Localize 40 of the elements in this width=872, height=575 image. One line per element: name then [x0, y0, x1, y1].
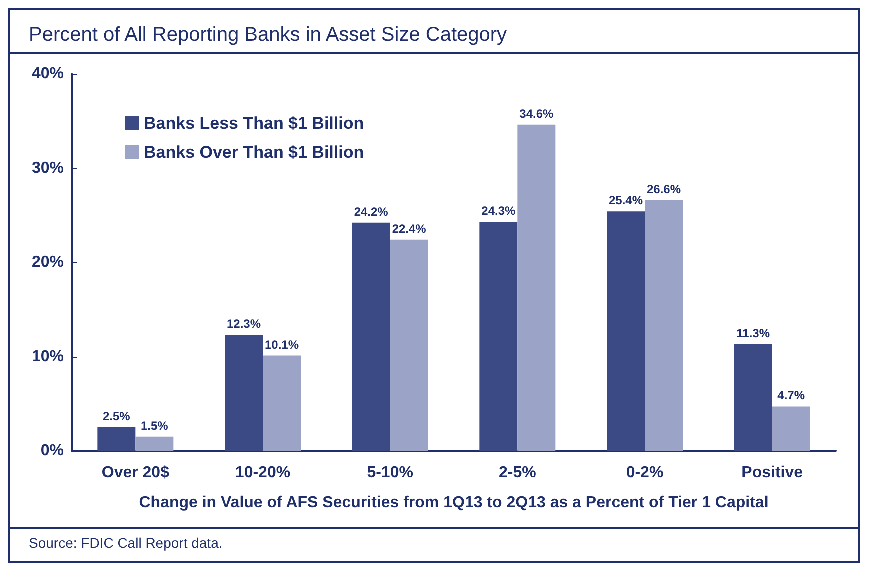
bar [518, 124, 556, 451]
data-label: 34.6% [520, 106, 554, 121]
data-label: 24.3% [482, 204, 516, 218]
data-label: 26.6% [646, 182, 682, 196]
data-label: 4.7% [778, 388, 806, 403]
bar [263, 356, 301, 451]
source-note: Source: FDIC Call Report data. [29, 535, 223, 551]
y-tick-label: 30% [32, 160, 64, 177]
legend-label: Banks Less Than $1 Billion [144, 114, 364, 133]
y-tick-label: 20% [32, 254, 64, 271]
y-tick-label: 0% [40, 442, 64, 460]
data-label: 2.5% [102, 409, 131, 424]
bar [734, 344, 772, 451]
bar [136, 436, 174, 451]
x-tick-label: Positive [742, 464, 804, 482]
x-tick-label: 10-20% [235, 464, 291, 482]
bar [98, 427, 136, 451]
bar [390, 240, 428, 451]
x-tick-label: 0-2% [626, 464, 664, 482]
y-tick-label: 10% [32, 348, 64, 366]
bar [352, 222, 390, 451]
bar [607, 212, 645, 451]
x-tick-label: Over 20$ [102, 464, 170, 482]
data-label: 10.1% [264, 338, 300, 352]
data-label: 25.4% [608, 194, 644, 208]
x-axis-title: Change in Value of AFS Securities from 1Q13 to 2Q13 as a Percent of Tier 1 Capital [139, 494, 769, 512]
chart-title: Percent of All Reporting Banks in Asset Size Category [29, 24, 508, 46]
legend-label: Banks Over Than $1 Billion [144, 143, 364, 162]
data-label: 22.4% [392, 222, 427, 236]
y-tick-label: 40% [32, 66, 64, 82]
x-tick-label: 5-10% [367, 464, 414, 482]
bar [772, 406, 810, 451]
x-tick-label: 2-5% [498, 464, 536, 482]
bar [480, 222, 518, 451]
data-label: 12.3% [226, 317, 262, 332]
data-label: 11.3% [736, 326, 770, 340]
data-label: 24.2% [354, 204, 389, 219]
data-label: 1.5% [140, 418, 169, 433]
bar [225, 335, 263, 451]
bar [645, 200, 683, 451]
